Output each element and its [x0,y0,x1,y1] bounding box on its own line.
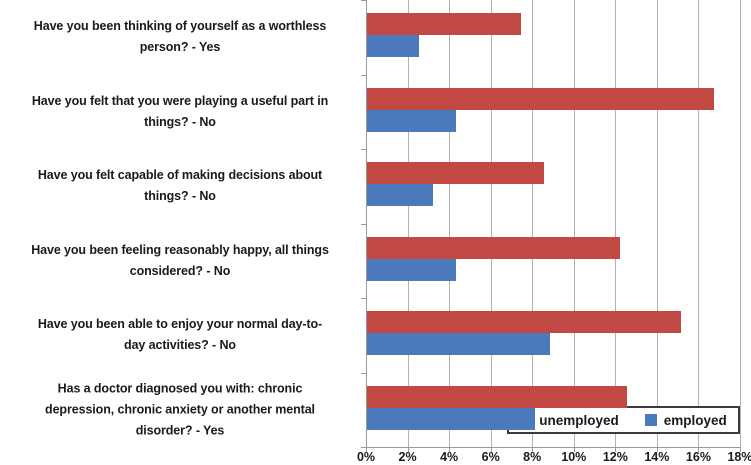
value-axis-tick-label: 6% [481,450,500,464]
bar-employed [367,35,419,57]
bar-unemployed [367,386,627,408]
value-axis-tick-label: 16% [685,450,711,464]
value-axis-tick [573,447,575,452]
category-label: Have you felt that you were playing a us… [31,93,329,129]
category-label: Have you been thinking of yourself as a … [33,19,327,55]
value-axis-tick [366,447,367,452]
category-axis-tick [361,298,366,299]
value-axis-tick [740,447,741,452]
category-axis-tick [361,75,366,76]
value-axis-tick-label: 12% [602,450,628,464]
gridline [407,0,409,447]
gridline [615,0,617,447]
bar-employed [367,259,457,281]
employed-swatch-icon [644,414,657,426]
gridline [573,0,575,447]
category-label: Have you been able to enjoy your normal … [37,317,323,353]
category-axis-labels: Have you been thinking of yourself as a … [0,0,360,447]
plot-area [366,0,741,447]
category-axis-tick [361,373,366,374]
gridline [698,0,700,447]
value-axis-tick-label: 8% [523,450,542,464]
value-axis-tick-label: 4% [440,450,459,464]
category-axis-line [366,0,367,447]
category-axis-tick [361,447,366,448]
category-axis-tick [361,149,366,150]
value-axis-tick [615,447,617,452]
bar-employed [367,408,536,430]
value-axis-tick [532,447,534,452]
bar-unemployed [367,311,681,333]
bar-unemployed [367,13,521,35]
bar-employed [367,333,550,355]
gridline [532,0,534,447]
bars-layer [367,0,740,447]
category-label: Have you felt capable of making decision… [37,168,323,204]
value-axis-tick-label: 0% [356,450,376,464]
bar-unemployed [367,162,544,184]
value-axis-tick-label: 14% [644,450,670,464]
value-axis-tick-label: 18% [727,450,751,464]
bar-unemployed [367,88,714,110]
value-axis-tick-label: 10% [561,450,587,464]
legend-label-unemployed: unemployed [539,412,619,428]
legend-item-employed: employed [644,412,727,428]
value-axis-tick [698,447,700,452]
category-label: Has a doctor diagnosed you with: chronic… [45,381,315,438]
value-axis-tick [656,447,658,452]
legend-label-employed: employed [663,412,727,428]
bar-employed [367,110,457,132]
bar-unemployed [367,237,621,259]
gridline [490,0,492,447]
legend: unemployed employed [507,406,740,434]
value-axis-tick [407,447,409,452]
value-axis-tick [449,447,451,452]
category-label: Have you been feeling reasonably happy, … [31,242,329,278]
gridline [656,0,658,447]
value-axis-tick-label: 2% [398,450,417,464]
value-axis-tick [490,447,492,452]
bar-employed [367,184,434,206]
category-axis-tick [361,224,366,225]
gridline [449,0,451,447]
value-axis-line [362,447,741,448]
gridline [740,0,741,447]
category-axis-tick [361,0,366,1]
